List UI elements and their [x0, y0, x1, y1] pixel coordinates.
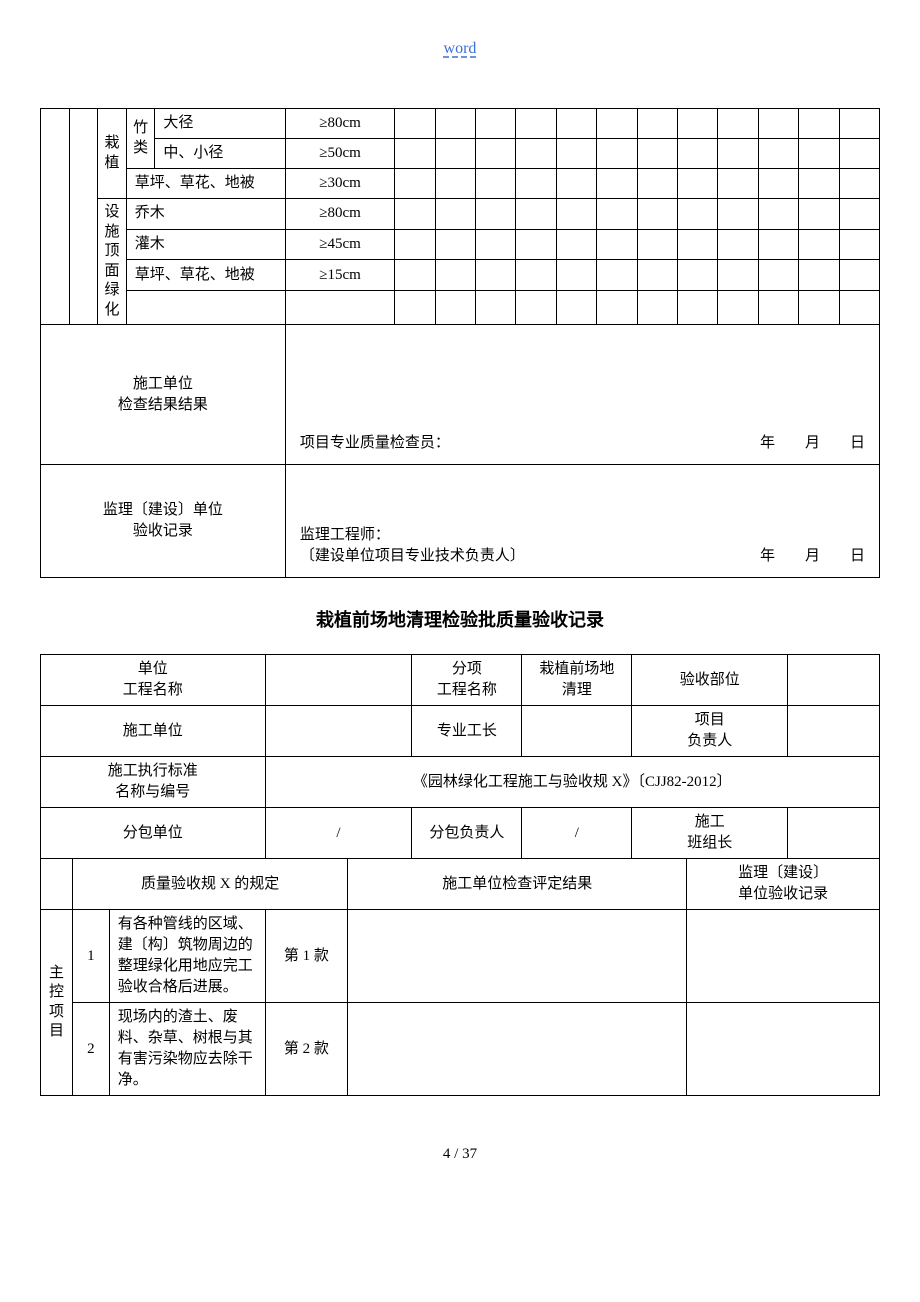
- cell-value: [522, 706, 632, 757]
- cell-header: 分项 工程名称: [412, 655, 522, 706]
- cell-value: [265, 706, 412, 757]
- sig-label-construction: 施工单位 检查结果结果: [41, 325, 286, 465]
- cell-std: ≥15cm: [285, 260, 394, 291]
- cell-num: 2: [73, 1003, 110, 1096]
- cell-header: 单位 工程名称: [41, 655, 266, 706]
- cell-desc: 有各种管线的区域、建〔构〕筑物周边的整理绿化用地应完工验收合格后进展。: [109, 910, 265, 1003]
- cell-clause: 第 2 款: [265, 1003, 348, 1096]
- cell-header: 项目 负责人: [632, 706, 788, 757]
- cell-label: 中、小径: [155, 139, 285, 169]
- table-row: 施工单位 专业工长 项目 负责人: [41, 706, 880, 757]
- cell-header: 质量验收规 X 的规定: [73, 859, 348, 910]
- table-row: 栽植 竹类 大径 ≥80cm: [41, 109, 880, 139]
- cell-value: [788, 706, 880, 757]
- table-row: 单位 工程名称 分项 工程名称 栽植前场地 清理 验收部位: [41, 655, 880, 706]
- cell-std: ≥80cm: [285, 109, 394, 139]
- sig-label-supervisor: 监理〔建设〕单位 验收记录: [41, 465, 286, 578]
- table-row: 分包单位 / 分包负责人 / 施工 班组长: [41, 808, 880, 859]
- cell-cat-main: 主控项目: [41, 910, 73, 1096]
- cell-value: [788, 655, 880, 706]
- cell-value: 《园林绿化工程施工与验收规 X》〔CJJ82-2012〕: [265, 757, 879, 808]
- cell-sub-bamboo: 竹类: [126, 109, 155, 169]
- cell-std: ≥80cm: [285, 199, 394, 230]
- cell-label: 灌木: [126, 229, 285, 260]
- cell-header: 分包负责人: [412, 808, 522, 859]
- cell-cat-roof: 设施顶面绿化: [98, 199, 127, 325]
- cell-label: 大径: [155, 109, 285, 139]
- cell-label: 草坪、草花、地被: [126, 260, 285, 291]
- cell-clause: 第 1 款: [265, 910, 348, 1003]
- cell-header: 验收部位: [632, 655, 788, 706]
- table-row: 施工执行标准 名称与编号 《园林绿化工程施工与验收规 X》〔CJJ82-2012…: [41, 757, 880, 808]
- cell-header: 施工 班组长: [632, 808, 788, 859]
- table-row: 灌木 ≥45cm: [41, 229, 880, 260]
- cell-label: 乔木: [126, 199, 285, 230]
- doc-header: word: [40, 40, 880, 58]
- cell-header: 专业工长: [412, 706, 522, 757]
- table-row: 中、小径 ≥50cm: [41, 139, 880, 169]
- cell-std: ≥30cm: [285, 169, 394, 199]
- table-row: 主控项目 1 有各种管线的区域、建〔构〕筑物周边的整理绿化用地应完工验收合格后进…: [41, 910, 880, 1003]
- cell-label: 草坪、草花、地被: [126, 169, 285, 199]
- section-title: 栽植前场地清理检验批质量验收记录: [40, 606, 880, 632]
- table-row: 草坪、草花、地被 ≥30cm: [41, 169, 880, 199]
- signature-row-supervisor: 监理〔建设〕单位 验收记录 监理工程师： 〔建设单位项目专业技术负责人〕 年 月…: [41, 465, 880, 578]
- cell-header: 分包单位: [41, 808, 266, 859]
- sig-date: 年 月 日: [760, 546, 865, 567]
- cell-blank: [41, 859, 73, 910]
- cell-header: 施工单位: [41, 706, 266, 757]
- table-row: 质量验收规 X 的规定 施工单位检查评定结果 监理〔建设〕 单位验收记录: [41, 859, 880, 910]
- table-row: 2 现场内的渣土、废料、杂草、树根与其有害污染物应去除干净。 第 2 款: [41, 1003, 880, 1096]
- cell-std: ≥45cm: [285, 229, 394, 260]
- sig-content-construction: 项目专业质量检查员： 年 月 日: [285, 325, 879, 465]
- inspection-record-table: 单位 工程名称 分项 工程名称 栽植前场地 清理 验收部位 施工单位 专业工长 …: [40, 654, 880, 1096]
- sig-date: 年 月 日: [760, 433, 865, 454]
- table-row: 草坪、草花、地被 ≥15cm: [41, 260, 880, 291]
- sig-text: 监理工程师： 〔建设单位项目专业技术负责人〕: [300, 525, 525, 567]
- cell-desc: 现场内的渣土、废料、杂草、树根与其有害污染物应去除干净。: [109, 1003, 265, 1096]
- cell-std: ≥50cm: [285, 139, 394, 169]
- cell-value: [788, 808, 880, 859]
- table-row: [41, 291, 880, 325]
- cell-header: 监理〔建设〕 单位验收记录: [687, 859, 880, 910]
- cell-num: 1: [73, 910, 110, 1003]
- cell-cat-planting: 栽植: [98, 109, 127, 199]
- cell-value: [265, 655, 412, 706]
- cell-header: 施工单位检查评定结果: [348, 859, 687, 910]
- page-footer: 4 / 37: [40, 1146, 880, 1163]
- cell-value: 栽植前场地 清理: [522, 655, 632, 706]
- cell-header: 施工执行标准 名称与编号: [41, 757, 266, 808]
- sig-content-supervisor: 监理工程师： 〔建设单位项目专业技术负责人〕 年 月 日: [285, 465, 879, 578]
- table-row: 设施顶面绿化 乔木 ≥80cm: [41, 199, 880, 230]
- sig-text: 项目专业质量检查员：: [300, 433, 450, 454]
- planting-spec-table: 栽植 竹类 大径 ≥80cm 中、小径 ≥50cm 草坪、草花、地被 ≥30cm…: [40, 108, 880, 578]
- cell-value: /: [522, 808, 632, 859]
- signature-row-construction: 施工单位 检查结果结果 项目专业质量检查员： 年 月 日: [41, 325, 880, 465]
- cell-value: /: [265, 808, 412, 859]
